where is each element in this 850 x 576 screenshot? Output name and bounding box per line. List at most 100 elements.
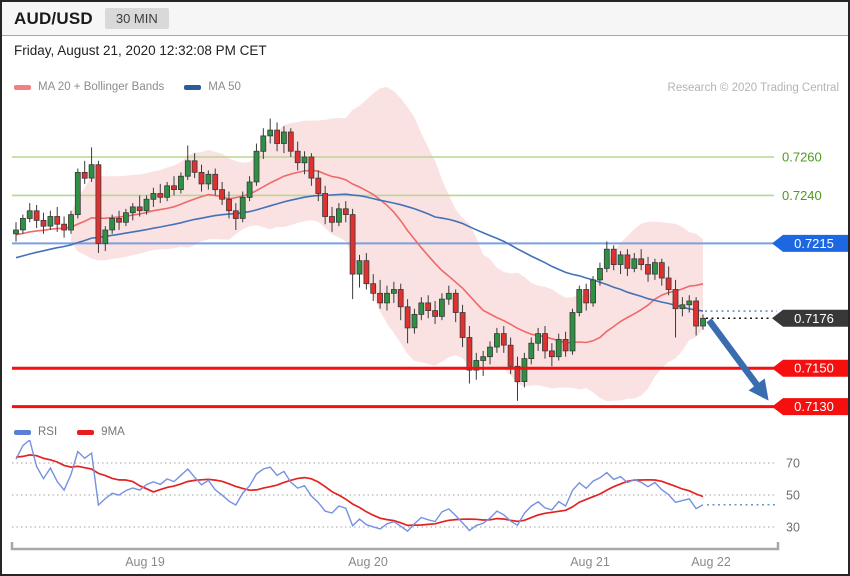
candle — [239, 191, 246, 223]
svg-text:0.7176: 0.7176 — [794, 311, 834, 326]
candle — [624, 249, 631, 277]
candle — [390, 281, 397, 303]
candle — [576, 285, 583, 317]
candle — [13, 222, 19, 242]
candle — [569, 308, 576, 355]
svg-text:0.7215: 0.7215 — [794, 236, 834, 251]
rsi-9ma-line — [15, 454, 704, 527]
candle — [377, 279, 384, 309]
candle — [184, 145, 191, 181]
candle — [631, 253, 638, 273]
header-bar: AUD/USD 30 MIN — [2, 2, 848, 36]
ma50-legend-label: MA 50 — [208, 81, 241, 93]
price-level-label: 0.7240 — [782, 188, 822, 203]
candle — [445, 285, 452, 305]
candle — [500, 325, 507, 353]
rsi-line — [15, 440, 704, 533]
candle — [191, 153, 198, 179]
candle — [315, 170, 322, 202]
candle — [356, 254, 363, 288]
candle — [562, 331, 569, 357]
candle — [645, 256, 651, 282]
price-badge: 0.7215 — [772, 234, 848, 252]
candle — [652, 258, 658, 280]
candle — [68, 210, 74, 234]
candle — [102, 226, 109, 252]
rsi-ma-legend-label: 9MA — [101, 426, 125, 438]
candle — [274, 122, 281, 152]
x-axis-label: Aug 21 — [570, 555, 610, 569]
svg-text:0.7150: 0.7150 — [794, 361, 834, 376]
legend-item-rsi-ma: 9MA — [77, 426, 125, 438]
candle — [116, 210, 122, 230]
candle — [61, 216, 67, 238]
candle — [700, 314, 706, 330]
candle — [322, 185, 329, 225]
candle — [136, 195, 143, 217]
x-axis: Aug 19 Aug 20 Aug 21 Aug 22 — [10, 542, 780, 569]
candle — [205, 170, 212, 190]
rsi-swatch-icon — [14, 429, 31, 435]
candle — [143, 195, 150, 215]
candle — [177, 172, 184, 194]
research-credit: Research © 2020 Trading Central — [667, 82, 839, 94]
resistance-pivot-lines — [12, 156, 774, 245]
ma20-line — [15, 169, 704, 344]
candle — [418, 297, 425, 321]
candle — [384, 285, 390, 311]
candle — [150, 187, 157, 207]
candle — [81, 160, 88, 184]
candle — [542, 325, 548, 359]
candle — [171, 176, 177, 196]
price-level-label: 0.7260 — [782, 150, 822, 165]
candle — [549, 343, 555, 367]
candle — [638, 249, 645, 271]
candle — [466, 325, 473, 384]
candle — [590, 276, 596, 307]
candle — [610, 245, 617, 271]
candle — [404, 299, 411, 344]
candle — [342, 201, 349, 223]
legend-item-ma50: MA 50 — [184, 81, 241, 93]
svg-text:0.7130: 0.7130 — [794, 399, 834, 414]
candle — [349, 208, 356, 300]
candle — [329, 206, 335, 232]
symbol-title: AUD/USD — [14, 8, 93, 28]
support-lines — [12, 366, 774, 409]
ma20-legend-label: MA 20 + Bollinger Bands — [38, 81, 165, 93]
candle — [514, 356, 521, 401]
candle — [33, 205, 40, 229]
candle — [335, 203, 342, 227]
candle — [95, 160, 102, 253]
timeframe-badge[interactable]: 30 MIN — [104, 8, 169, 29]
candle — [301, 151, 308, 175]
candle — [246, 176, 253, 202]
candle — [219, 181, 226, 205]
candle — [232, 203, 239, 230]
candle — [129, 203, 136, 221]
candle — [123, 208, 129, 227]
rsi-tick-label: 50 — [786, 489, 800, 503]
candle — [555, 333, 562, 361]
candle — [40, 212, 47, 234]
x-axis-label: Aug 22 — [691, 555, 731, 569]
candle — [432, 301, 439, 325]
candle — [493, 327, 500, 353]
candle — [47, 210, 54, 230]
candle — [679, 297, 686, 317]
legend-item-ma20: MA 20 + Bollinger Bands — [14, 81, 164, 93]
candle — [267, 118, 274, 144]
candle — [452, 289, 459, 323]
candle — [480, 350, 487, 376]
candlestick-series — [13, 118, 706, 401]
candle — [686, 295, 693, 313]
candle — [157, 183, 164, 204]
candle — [473, 352, 480, 380]
candle — [672, 279, 679, 338]
x-axis-label: Aug 20 — [348, 555, 388, 569]
rsi-ma-swatch-icon — [77, 429, 95, 435]
candle — [521, 352, 528, 388]
main-legend: MA 20 + Bollinger Bands MA 50 — [14, 81, 241, 93]
